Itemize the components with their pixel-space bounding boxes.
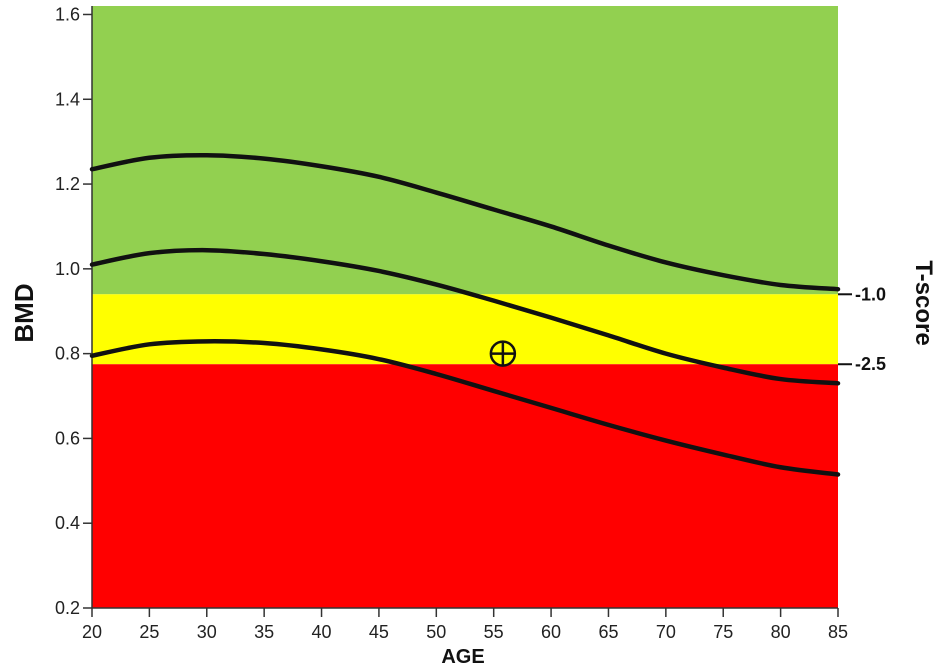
zone-bands bbox=[92, 6, 838, 608]
x-tick-label: 85 bbox=[828, 622, 848, 642]
y-tick-label: 0.8 bbox=[55, 344, 80, 364]
reference-curve-1 bbox=[89, 247, 841, 386]
y-axis-title: BMD bbox=[9, 283, 39, 342]
y-tick-label: 1.6 bbox=[55, 4, 80, 24]
x-tick-label: 35 bbox=[254, 622, 274, 642]
x-tick-label: 60 bbox=[541, 622, 561, 642]
x-tick-label: 65 bbox=[598, 622, 618, 642]
t-score-axis-title: T-score bbox=[910, 260, 937, 345]
x-tick-label: 50 bbox=[426, 622, 446, 642]
reference-curve-0 bbox=[89, 152, 841, 292]
x-tick-label: 75 bbox=[713, 622, 733, 642]
y-tick-label: 0.6 bbox=[55, 428, 80, 448]
x-tick-label: 25 bbox=[139, 622, 159, 642]
plot-frame bbox=[91, 6, 838, 609]
zone-band-1 bbox=[92, 294, 838, 365]
x-tick-label: 70 bbox=[656, 622, 676, 642]
reference-curves bbox=[89, 152, 841, 477]
y-tick-label: 1.4 bbox=[55, 89, 80, 109]
y-axis: 0.2 0.4 0.6 0.8 1.0 1.2 1.4 1.6 bbox=[55, 4, 92, 618]
x-tick-label: 80 bbox=[771, 622, 791, 642]
x-axis: 20 25 30 35 40 45 50 55 60 65 70 75 80 85 bbox=[82, 608, 848, 642]
x-tick-label: 55 bbox=[484, 622, 504, 642]
y-tick-label: 1.0 bbox=[55, 259, 80, 279]
y-tick-label: 0.4 bbox=[55, 513, 80, 533]
zone-band-0 bbox=[92, 6, 838, 295]
patient-marker bbox=[489, 340, 517, 367]
y-tick-label: 0.2 bbox=[55, 598, 80, 618]
x-tick-label: 30 bbox=[197, 622, 217, 642]
t-score-tick-label: -2.5 bbox=[855, 354, 886, 374]
x-tick-label: 45 bbox=[369, 622, 389, 642]
x-tick-label: 20 bbox=[82, 622, 102, 642]
zone-band-2 bbox=[92, 364, 838, 608]
t-score-tick-label: -1.0 bbox=[855, 284, 886, 304]
reference-curve-2 bbox=[89, 339, 841, 477]
x-tick-label: 40 bbox=[312, 622, 332, 642]
x-axis-title: AGE bbox=[441, 646, 484, 668]
y-tick-label: 1.2 bbox=[55, 174, 80, 194]
t-score-axis: -1.0 -2.5 bbox=[838, 284, 886, 374]
